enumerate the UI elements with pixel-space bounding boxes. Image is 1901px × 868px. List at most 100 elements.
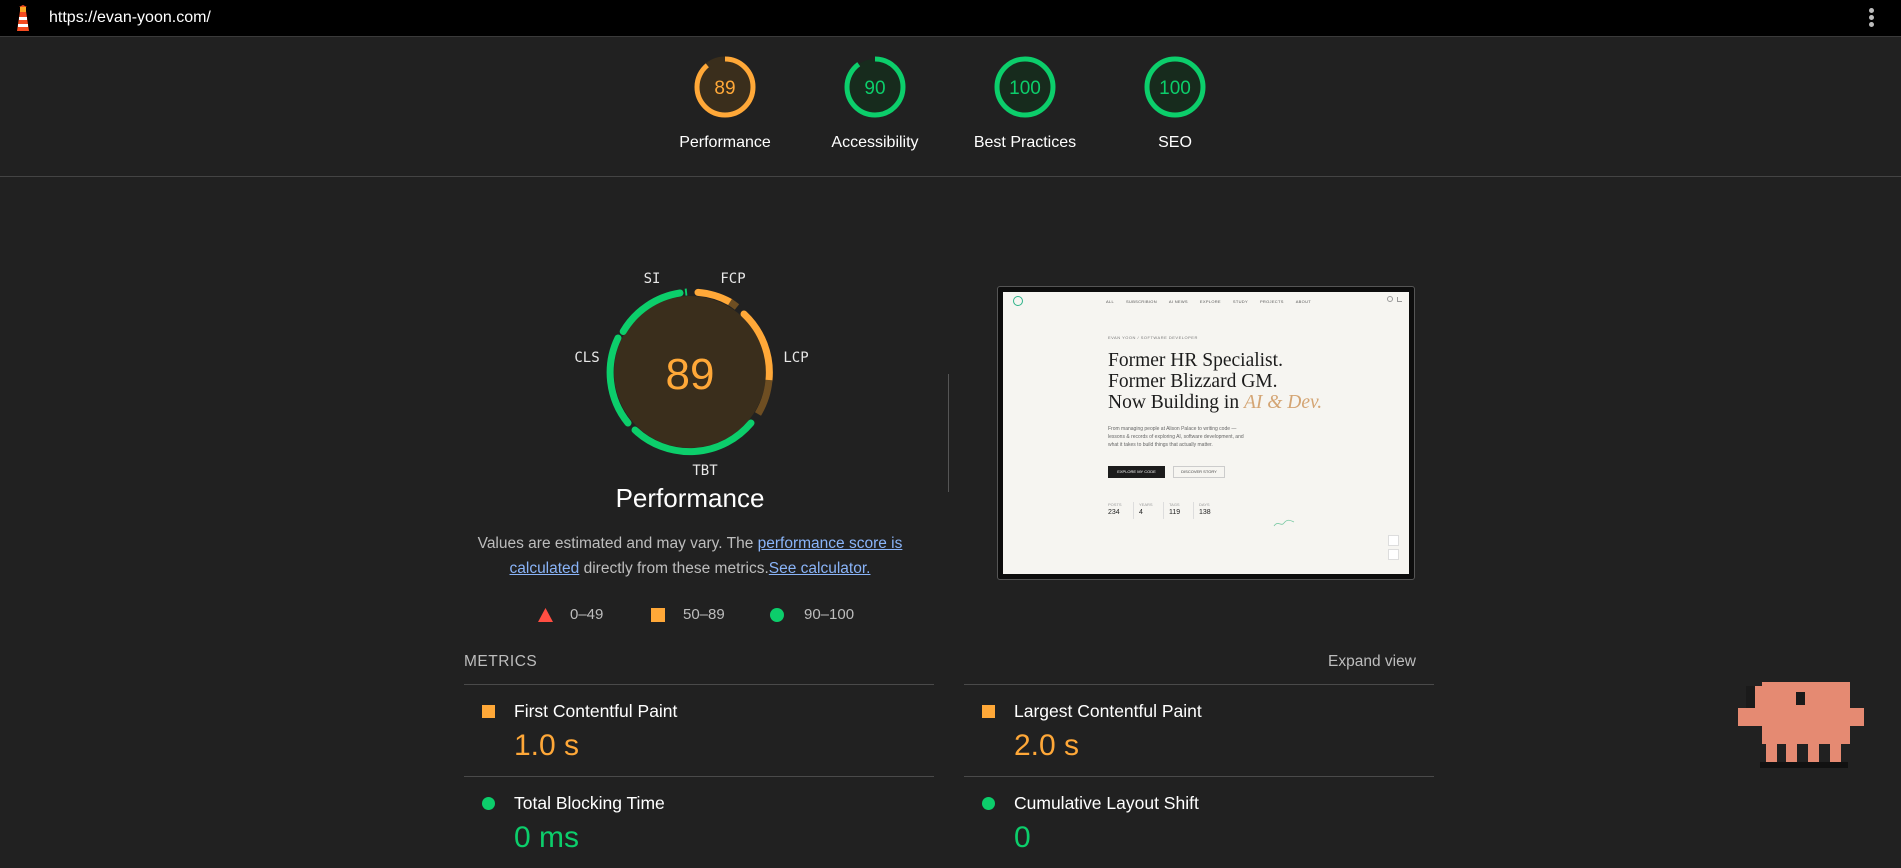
segment-si — [619, 289, 684, 335]
label-lcp: LCP — [783, 350, 808, 366]
site-headline-line: Former HR Specialist. — [1108, 350, 1283, 371]
site-logo-icon — [1013, 296, 1023, 306]
site-stat-divider — [1163, 502, 1164, 519]
more-menu-icon[interactable] — [1869, 8, 1875, 30]
metric-cls: Cumulative Layout Shift 0 — [964, 776, 1434, 868]
label-si: SI — [644, 271, 661, 287]
performance-gauge: 89 SI FCP LCP TBT CLS — [560, 271, 820, 512]
site-stat-value: 119 — [1169, 509, 1181, 516]
legend-fail-range: 0–49 — [570, 606, 604, 623]
site-stat-value: 138 — [1199, 509, 1211, 516]
gauge-seo-ring: 100 — [1144, 56, 1206, 118]
label-tbt: TBT — [692, 463, 718, 479]
gauge-best-practices-ring: 100 — [994, 56, 1056, 118]
gauge-performance-label: Performance — [679, 134, 771, 151]
metric-tbt: Total Blocking Time 0 ms — [464, 776, 934, 868]
triangle-icon — [538, 608, 553, 622]
gauge-accessibility[interactable]: 90 Accessibility — [815, 55, 935, 152]
metric-fcp: First Contentful Paint 1.0 s — [464, 684, 934, 776]
metric-fcp-name: First Contentful Paint — [514, 701, 678, 721]
circle-icon — [770, 608, 784, 622]
site-stat-label: YEARS — [1139, 502, 1153, 507]
site-nav-item: SUBSCRIBION — [1126, 299, 1157, 304]
top-bar: https://evan-yoon.com/ — [0, 0, 1901, 37]
site-headline-line: Now Building in — [1108, 392, 1240, 413]
legend-pass-range: 90–100 — [804, 606, 855, 623]
performance-title: Performance — [615, 483, 765, 513]
gauge-seo-label: SEO — [1158, 134, 1192, 151]
segment-cls — [606, 334, 632, 427]
site-eyebrow: EVAN YOON / SOFTWARE DEVELOPER — [1108, 335, 1198, 340]
metric-lcp-value: 2.0 s — [1014, 729, 1080, 762]
site-nav-item: ABOUT — [1295, 299, 1311, 304]
metric-lcp: Largest Contentful Paint 2.0 s — [964, 684, 1434, 776]
performance-gauge-svg: 89 SI FCP LCP TBT CLS — [574, 271, 808, 479]
circle-icon — [982, 797, 995, 810]
metric-fcp-value: 1.0 s — [514, 729, 580, 762]
site-scroll-up-icon — [1388, 535, 1399, 546]
screenshot-page: ALL SUBSCRIBION AI NEWS EXPLORE STUDY PROJECT… — [1003, 292, 1409, 574]
site-nav-item: ALL — [1106, 299, 1115, 304]
gauge-accessibility-ring: 90 — [844, 56, 906, 118]
metric-cls-name: Cumulative Layout Shift — [1014, 793, 1199, 813]
gauge-seo-score: 100 — [1159, 78, 1191, 99]
gauge-performance-ring: 89 — [694, 56, 756, 118]
site-nav-item: AI NEWS — [1168, 299, 1188, 304]
vertical-divider — [948, 374, 949, 492]
note-prefix: Values are estimated and may vary. The — [477, 535, 758, 552]
segment-fcp — [694, 288, 734, 306]
site-theme-icon — [1397, 297, 1402, 302]
site-headline-line: Former Blizzard GM. — [1108, 371, 1278, 392]
legend-average-range: 50–89 — [683, 606, 725, 623]
site-stat-label: TAGS — [1169, 502, 1180, 507]
site-stat-divider — [1133, 502, 1134, 519]
site-nav: ALL SUBSCRIBION AI NEWS EXPLORE STUDY PROJECT… — [1106, 299, 1311, 304]
gauge-accessibility-score: 90 — [864, 78, 885, 99]
label-fcp: FCP — [720, 271, 745, 287]
site-nav-item: PROJECTS — [1259, 299, 1284, 304]
site-stat-label: POSTS — [1108, 502, 1122, 507]
expand-view-button[interactable]: Expand view — [1328, 653, 1416, 670]
square-icon — [482, 705, 495, 718]
gauge-best-practices-score: 100 — [1009, 78, 1041, 99]
site-body-line: From managing people at Alison Palace to… — [1108, 426, 1237, 432]
site-stat-divider — [1193, 502, 1194, 519]
site-stat-value: 234 — [1108, 509, 1120, 516]
note-middle: directly from these metrics. — [579, 560, 769, 577]
performance-score: 89 — [666, 350, 715, 399]
see-calculator-link[interactable]: See calculator. — [768, 560, 871, 577]
performance-note: Values are estimated and may vary. The p… — [470, 531, 910, 581]
metric-cls-value: 0 — [1014, 821, 1031, 854]
gauge-best-practices[interactable]: 100 Best Practices — [965, 55, 1085, 152]
lighthouse-icon — [17, 5, 29, 31]
site-body-line: lessons & records of exploring AI, softw… — [1108, 434, 1244, 440]
label-cls: CLS — [574, 350, 599, 366]
circle-icon — [482, 797, 495, 810]
metrics-heading: METRICS — [464, 653, 538, 670]
site-primary-button: EXPLORE MY CODE — [1108, 466, 1165, 478]
site-body: From managing people at Alison Palace to… — [1108, 425, 1244, 449]
gauge-performance-score: 89 — [714, 78, 735, 99]
gauge-performance[interactable]: 89 Performance — [665, 55, 785, 152]
site-body-line: what it takes to build things that actua… — [1108, 442, 1213, 448]
category-summary: 89 Performance 90 Accessibility 100 Best… — [0, 38, 1901, 177]
metric-tbt-name: Total Blocking Time — [514, 793, 665, 813]
site-headline: Former HR Specialist. Former Blizzard GM… — [1108, 350, 1322, 413]
site-scroll-down-icon — [1388, 549, 1399, 560]
gauge-accessibility-label: Accessibility — [831, 134, 919, 151]
site-nav-item: EXPLORE — [1199, 299, 1221, 304]
site-stat-value: 4 — [1139, 509, 1143, 516]
metric-tbt-value: 0 ms — [514, 821, 580, 854]
gauge-seo[interactable]: 100 SEO — [1115, 55, 1235, 152]
site-headline-accent: AI & Dev. — [1243, 392, 1323, 413]
pixel-pet-icon[interactable] — [1736, 682, 1866, 770]
gauge-best-practices-label: Best Practices — [973, 134, 1077, 151]
square-icon — [982, 705, 995, 718]
final-screenshot[interactable]: ALL SUBSCRIBION AI NEWS EXPLORE STUDY PROJECT… — [997, 286, 1415, 580]
signature-icon — [1273, 519, 1295, 527]
page-url: https://evan-yoon.com/ — [49, 9, 211, 26]
segment-tbt — [631, 419, 755, 456]
performance-score-link[interactable]: performance score is calculated — [509, 535, 903, 577]
square-icon — [651, 608, 665, 622]
site-secondary-button: DISCOVER STORY — [1173, 466, 1225, 478]
